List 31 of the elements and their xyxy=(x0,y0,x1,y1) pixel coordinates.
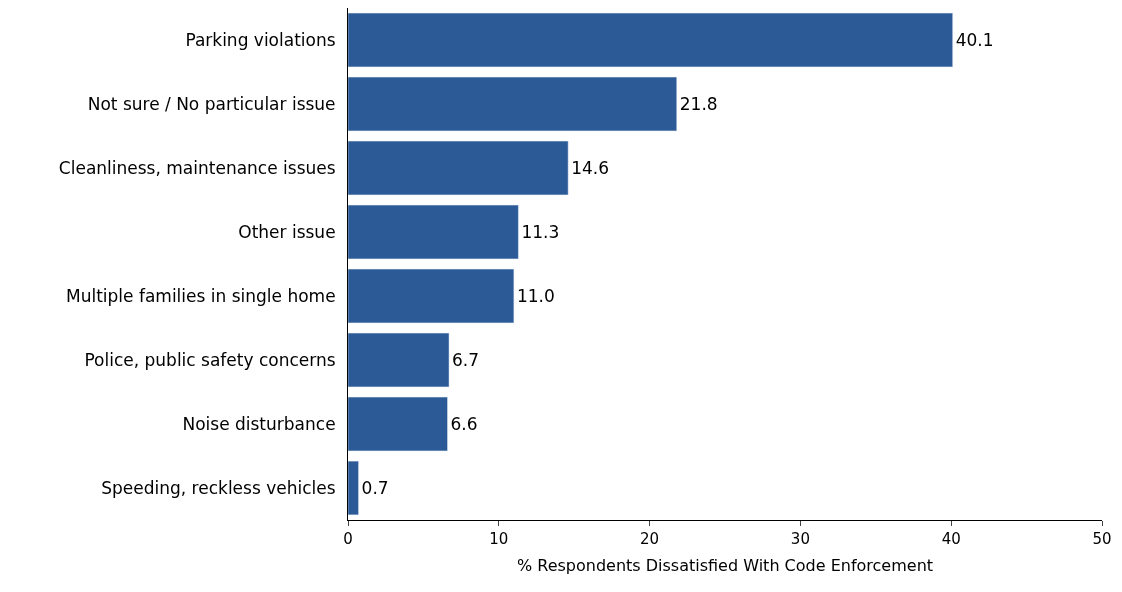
data-label: 14.6 xyxy=(571,158,610,178)
y-tick-label: Other issue xyxy=(238,221,336,242)
data-label: 6.7 xyxy=(452,350,480,370)
x-tick-label: 10 xyxy=(489,530,509,548)
data-label: 0.7 xyxy=(361,478,389,498)
bar xyxy=(348,332,450,388)
y-tick-label: Police, public safety concerns xyxy=(84,349,336,370)
x-axis-title: % Respondents Dissatisfied With Code Enforcement xyxy=(516,555,934,575)
data-label: 21.8 xyxy=(679,94,718,114)
bar xyxy=(348,12,953,68)
data-label: 40.1 xyxy=(955,30,994,50)
data-label: 11.3 xyxy=(521,222,560,242)
bar xyxy=(348,76,677,132)
y-tick-label: Not sure / No particular issue xyxy=(87,93,336,114)
y-tick-label: Multiple families in single home xyxy=(65,285,336,306)
bar xyxy=(348,460,359,516)
bar xyxy=(348,268,515,324)
bar xyxy=(348,396,448,452)
x-tick-label: 0 xyxy=(343,530,353,548)
x-tick-label: 40 xyxy=(941,530,961,548)
x-tick-label: 50 xyxy=(1092,530,1112,548)
bar xyxy=(348,140,569,196)
y-tick-label: Parking violations xyxy=(185,29,336,50)
x-tick-label: 20 xyxy=(640,530,660,548)
data-label: 6.6 xyxy=(450,414,478,434)
y-tick-label: Noise disturbance xyxy=(182,413,336,434)
y-tick-label: Cleanliness, maintenance issues xyxy=(58,157,336,178)
y-tick-label: Speeding, reckless vehicles xyxy=(101,477,336,498)
data-label: 11.0 xyxy=(516,286,555,306)
x-tick-label: 30 xyxy=(790,530,810,548)
bar xyxy=(348,204,519,260)
